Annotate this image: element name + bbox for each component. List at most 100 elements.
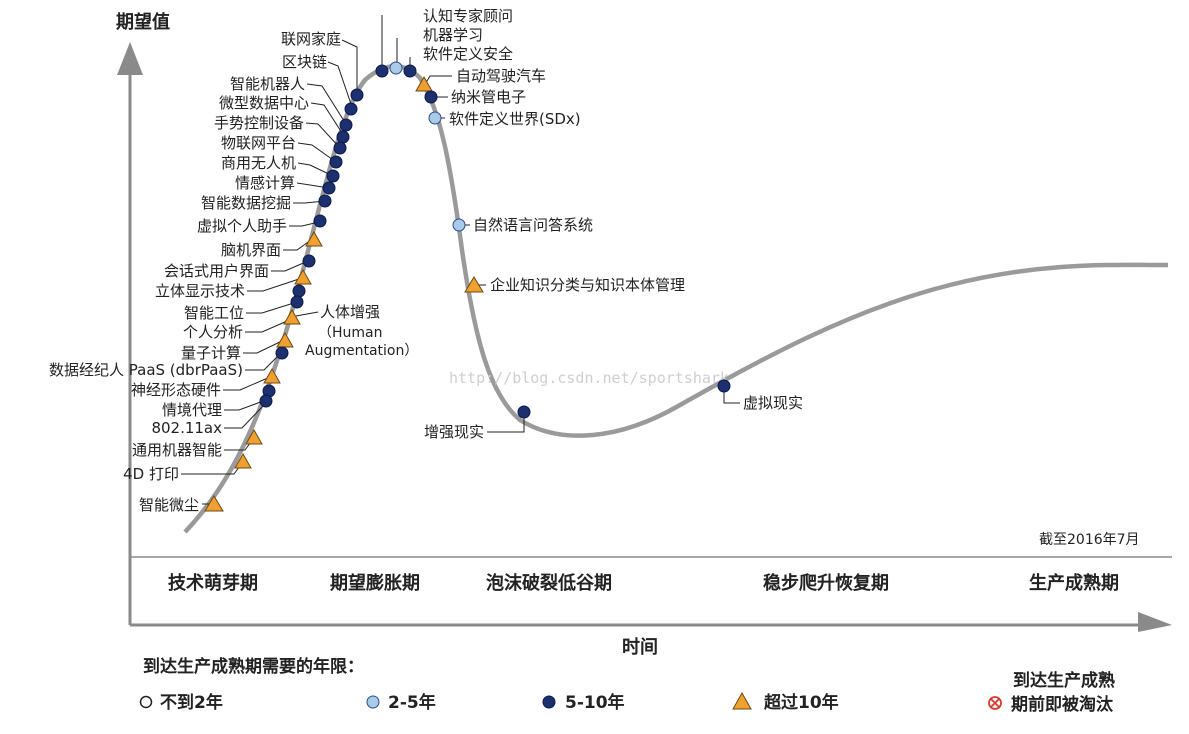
tech-marker-5to10 bbox=[403, 64, 417, 78]
phase-label: 期望膨胀期 bbox=[330, 572, 420, 594]
tech-marker-5to10 bbox=[517, 405, 531, 419]
leader-line bbox=[271, 260, 309, 272]
tech-marker-gt10 bbox=[294, 268, 312, 285]
open-circle-icon bbox=[139, 695, 153, 709]
tech-marker-gt10 bbox=[245, 428, 263, 445]
tech-label: 虚拟现实 bbox=[743, 394, 803, 412]
phase-label: 泡沫破裂低谷期 bbox=[486, 572, 612, 594]
tech-label: 联网家庭 bbox=[281, 30, 341, 48]
legend: 到达生产成熟期需要的年限： 不到2年 2-5年 5-10年 超过10年 到达生产… bbox=[139, 656, 1115, 715]
tech-marker-2to5 bbox=[428, 111, 442, 125]
phase-label: 稳步爬升恢复期 bbox=[763, 572, 889, 594]
tech-marker-gt10 bbox=[283, 308, 301, 325]
hype-curve bbox=[183, 64, 1169, 534]
tech-marker-5to10 bbox=[333, 141, 347, 155]
legend-label: 5-10年 bbox=[565, 692, 625, 713]
legend-title: 到达生产成熟期需要的年限： bbox=[143, 656, 364, 677]
leader-line bbox=[289, 221, 320, 227]
legend-label: 超过10年 bbox=[764, 692, 839, 713]
tech-label: 4D 打印 bbox=[123, 465, 179, 483]
legend-label: 2-5年 bbox=[388, 692, 436, 713]
tech-label: 情感计算 bbox=[235, 174, 295, 192]
leader-line bbox=[341, 39, 358, 90]
tech-marker-gt10 bbox=[234, 452, 252, 469]
tech-marker-5to10 bbox=[329, 155, 343, 169]
tech-marker-gt10 bbox=[276, 331, 294, 348]
tech-marker-5to10 bbox=[290, 295, 304, 309]
legend-obsolete-line2: 期前即被淘汰 bbox=[1011, 694, 1114, 715]
tech-label: 增强现实 bbox=[424, 423, 484, 441]
leader-line bbox=[327, 61, 352, 105]
leader-line bbox=[310, 102, 345, 137]
tech-marker-5to10 bbox=[326, 169, 340, 183]
tech-label: 数据经纪人 PaaS (dbrPaaS) bbox=[49, 361, 243, 379]
y-axis-arrow-icon bbox=[117, 42, 143, 75]
leader-line bbox=[224, 399, 267, 411]
tech-label: 脑机界面 bbox=[221, 241, 281, 259]
tech-marker-5to10 bbox=[350, 88, 364, 102]
orange-triangle-icon bbox=[732, 691, 752, 710]
tech-marker-5to10 bbox=[275, 346, 289, 360]
tech-label-english: （Human bbox=[318, 325, 383, 341]
tech-marker-5to10 bbox=[318, 194, 332, 208]
leader-line bbox=[305, 122, 341, 149]
light-blue-circle-icon bbox=[366, 695, 380, 709]
tech-marker-5to10 bbox=[313, 214, 327, 228]
tech-label: 802.11ax bbox=[151, 419, 222, 437]
tech-label: 自然语言问答系统 bbox=[473, 216, 593, 234]
tech-label: 商用无人机 bbox=[221, 154, 296, 172]
tech-label: 立体显示技术 bbox=[155, 282, 245, 300]
technology-markers bbox=[204, 61, 731, 512]
tech-label: 企业知识分类与知识本体管理 bbox=[490, 276, 685, 294]
x-axis-title: 时间 bbox=[622, 637, 658, 658]
tech-marker-gt10 bbox=[263, 367, 281, 384]
tech-label: 机器学习 bbox=[423, 26, 483, 44]
tech-marker-5to10 bbox=[292, 284, 306, 298]
tech-label: 神经形态硬件 bbox=[131, 381, 221, 399]
tech-label: 认知专家顾问 bbox=[423, 7, 513, 25]
leader-line bbox=[223, 376, 271, 391]
tech-marker-gt10 bbox=[464, 276, 484, 293]
tech-label: 区块链 bbox=[282, 53, 327, 71]
leader-line bbox=[297, 162, 334, 177]
tech-label-english: Augmentation） bbox=[305, 343, 418, 359]
tech-marker-2to5 bbox=[375, 64, 389, 78]
tech-marker-gt10 bbox=[204, 495, 224, 512]
tech-label: 通用机器智能 bbox=[132, 441, 222, 459]
leader-line bbox=[295, 311, 319, 317]
leader-line bbox=[306, 83, 347, 125]
tech-label: 自动驾驶汽车 bbox=[456, 67, 546, 85]
leader-line bbox=[297, 142, 337, 163]
leader-line bbox=[246, 301, 298, 314]
tech-marker-2to5 bbox=[452, 218, 466, 232]
tech-label: 个人分析 bbox=[183, 323, 243, 341]
tech-label: 智能数据挖掘 bbox=[201, 194, 291, 212]
watermark: http://blog.csdn.net/sportshark bbox=[449, 369, 729, 387]
tech-label: 虚拟个人助手 bbox=[197, 217, 287, 235]
tech-marker-5to10 bbox=[259, 394, 273, 408]
leader-line bbox=[293, 200, 326, 204]
tech-label: 量子计算 bbox=[181, 344, 241, 362]
y-axis-title: 期望值 bbox=[116, 11, 170, 33]
dark-blue-circle-icon bbox=[542, 695, 556, 709]
axes bbox=[117, 42, 1172, 632]
tech-label: 智能机器人 bbox=[230, 75, 305, 93]
phase-label: 技术萌芽期 bbox=[168, 572, 258, 594]
leader-lines bbox=[181, 15, 740, 505]
tech-label: 情境代理 bbox=[162, 401, 222, 419]
tech-marker-5to10 bbox=[322, 181, 336, 195]
tech-label: 人体增强 bbox=[320, 303, 380, 321]
leader-line bbox=[245, 352, 282, 371]
legend-obsolete-line1: 到达生产成熟 bbox=[1013, 670, 1115, 691]
tech-label: 纳米管电子 bbox=[451, 88, 526, 106]
tech-marker-5to10 bbox=[717, 379, 731, 393]
legend-label: 不到2年 bbox=[160, 692, 223, 713]
tech-marker-gt10 bbox=[305, 230, 323, 247]
tech-label: 软件定义安全 bbox=[423, 45, 513, 63]
phase-labels: 技术萌芽期 期望膨胀期 泡沫破裂低谷期 稳步爬升恢复期 生产成熟期 bbox=[168, 572, 1119, 594]
tech-marker-5to10 bbox=[344, 102, 358, 116]
leader-line bbox=[487, 413, 525, 433]
tech-marker-gt10 bbox=[415, 75, 433, 92]
tech-marker-5to10 bbox=[302, 254, 316, 268]
